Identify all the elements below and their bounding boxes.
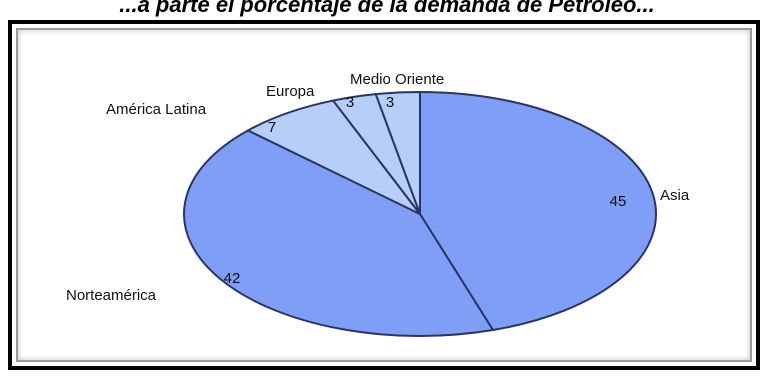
category-label-am-rica-latina: América Latina [106,101,207,118]
category-label-medio-oriente: Medio Oriente [350,71,444,88]
pie-slice-medio-oriente [374,90,421,215]
pie-slice-norteam-rica [183,129,495,337]
value-label-medio-oriente: 3 [386,94,394,111]
pie-slices [183,90,657,337]
category-label-asia: Asia [660,187,690,204]
value-label-am-rica-latina: 7 [268,119,276,136]
chart-inner-frame [16,28,752,362]
value-label-asia: 45 [610,193,627,210]
pie-slice-am-rica-latina [245,99,421,215]
pie-slice-asia [419,90,657,332]
chart-title: ...a parte el porcentaje de la demanda d… [119,0,655,17]
value-label-europa: 3 [346,94,354,111]
category-label-norteam-rica: Norteamérica [66,287,157,304]
value-label-norteam-rica: 42 [224,270,241,287]
category-label-europa: Europa [266,83,315,100]
